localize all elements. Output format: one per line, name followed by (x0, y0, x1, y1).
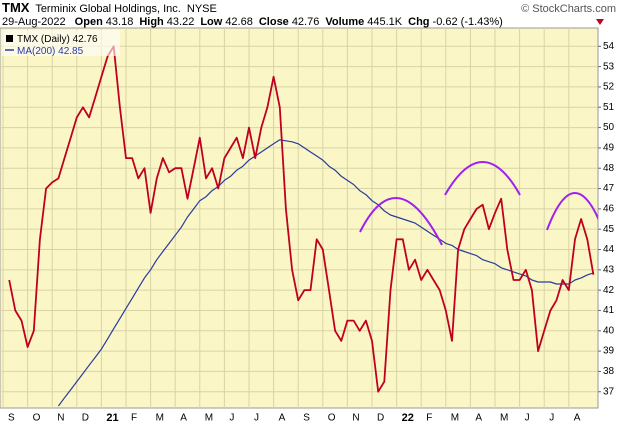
legend-entry: TMX (Daily) 42.76 (17, 34, 98, 45)
quote-label: Volume (325, 16, 364, 28)
x-tick-label: F (131, 413, 137, 424)
x-tick-label: S (8, 413, 15, 424)
y-tick-label: 43 (603, 264, 615, 275)
legend-name: MA(200) (17, 46, 55, 57)
date: 29-Aug-2022 (2, 16, 66, 28)
arc (444, 161, 521, 196)
x-tick-label: N (352, 413, 359, 424)
x-tick-label: O (328, 413, 336, 424)
x-tick-label: A (574, 413, 581, 424)
y-tick-label: 41 (603, 305, 615, 316)
x-tick-label: M (205, 413, 213, 424)
x-tick-label: A (279, 413, 286, 424)
x-tick-label: A (180, 413, 187, 424)
x-tick-label: F (426, 413, 432, 424)
quote-label: Open (75, 16, 103, 28)
y-tick-label: 50 (603, 122, 615, 133)
quote-label: Chg (408, 16, 429, 28)
quote-label: Close (259, 16, 289, 28)
y-tick-label: 53 (603, 61, 615, 72)
y-tick-label: 54 (603, 41, 615, 52)
y-tick-label: 51 (603, 102, 615, 113)
x-tick-label: J (254, 413, 259, 424)
quote-line: 29-Aug-2022 Open 43.18 High 43.22 Low 42.68 Cl… (2, 16, 503, 28)
y-tick-label: 49 (603, 143, 615, 154)
x-tick-label: 22 (402, 412, 414, 424)
y-tick-label: 44 (603, 244, 615, 255)
quote-label: High (139, 16, 164, 28)
company: Terminix Global Holdings, Inc. (35, 3, 181, 15)
y-tick-label: 46 (603, 203, 615, 214)
y-tick-label: 38 (603, 366, 615, 377)
legend-name: TMX (Daily) (17, 34, 70, 45)
legend-value: 42.76 (73, 34, 98, 45)
lines (8, 45, 595, 407)
legend-entry: MA(200) 42.85 (17, 46, 84, 57)
x-tick-label: M (156, 413, 164, 424)
y-tick-label: 47 (603, 183, 615, 194)
x-tick-label: J (525, 413, 530, 424)
y-tick-label: 48 (603, 163, 615, 174)
x-tick-label: D (377, 413, 384, 424)
x-tick-label: D (82, 413, 89, 424)
price-line (8, 45, 595, 393)
arc (546, 192, 598, 231)
y-tick-label: 52 (603, 82, 615, 93)
x-tick-label: M (500, 413, 508, 424)
plot-area (0, 27, 599, 409)
x-tick-label: J (229, 413, 234, 424)
legend-value: 42.85 (58, 46, 83, 57)
quote-value: 42.76 (292, 16, 320, 28)
x-tick-label: A (475, 413, 482, 424)
quote-value: 42.68 (225, 16, 253, 28)
down-arrow (596, 19, 604, 25)
x-tick-label: 21 (106, 412, 118, 424)
header-title: TMX Terminix Global Holdings, Inc. NYSE (2, 0, 217, 15)
x-tick-label: O (33, 413, 41, 424)
ticker: TMX (2, 0, 30, 15)
quote-value: -0.62 (-1.43%) (433, 16, 503, 28)
quote-value: 43.22 (167, 16, 195, 28)
quote-value: 445.1K (367, 16, 403, 28)
y-tick-label: 39 (603, 346, 615, 357)
y-tick-label: 40 (603, 325, 615, 336)
x-tick-label: J (549, 413, 554, 424)
annotations (359, 161, 598, 246)
exchange: NYSE (187, 3, 217, 15)
y-tick-label: 42 (603, 285, 615, 296)
x-tick-label: M (451, 413, 459, 424)
legend-swatch (6, 35, 13, 42)
source: © StockCharts.com (521, 3, 616, 15)
y-tick-label: 45 (603, 224, 615, 235)
y-tick-label: 37 (603, 386, 615, 397)
ma-line (57, 139, 594, 407)
quote-label: Low (200, 16, 222, 28)
arc (359, 196, 443, 246)
x-tick-label: N (57, 413, 64, 424)
legend-box (2, 30, 120, 56)
quote-value: 43.18 (106, 16, 134, 28)
x-tick-label: S (303, 413, 310, 424)
